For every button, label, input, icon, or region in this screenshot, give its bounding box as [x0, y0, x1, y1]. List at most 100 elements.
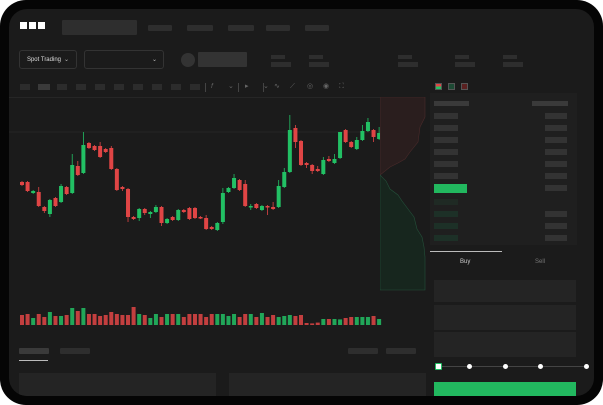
timeframe-button[interactable]	[76, 84, 86, 90]
candle-body	[349, 142, 354, 147]
nav-item[interactable]	[305, 25, 329, 31]
orderbook-both-icon[interactable]	[435, 83, 442, 90]
camera-icon[interactable]: ◎	[307, 83, 314, 90]
slider-stop[interactable]	[467, 364, 472, 369]
settings-icon[interactable]: ◉	[323, 83, 330, 90]
bid-amount	[545, 223, 567, 229]
slider-stop[interactable]	[538, 364, 543, 369]
volume-bar	[153, 314, 158, 325]
volume-bar	[237, 317, 242, 325]
toolbar-separator	[263, 83, 264, 92]
slider-stop[interactable]	[503, 364, 508, 369]
candle-body	[326, 159, 331, 161]
volume-bar	[326, 319, 331, 325]
pair-selector-dropdown[interactable]: ⌄	[84, 50, 164, 69]
bid-amount	[545, 235, 567, 241]
nav-item[interactable]	[187, 25, 213, 31]
timeframe-button[interactable]	[20, 84, 30, 90]
volume-bar	[137, 314, 142, 325]
ruler-icon[interactable]: ⟋	[290, 83, 295, 90]
slider-handle[interactable]	[435, 363, 442, 370]
volume-bar	[75, 311, 80, 325]
candle-body	[282, 172, 287, 187]
nav-item[interactable]	[266, 25, 290, 31]
candle-body	[148, 212, 153, 214]
candle-body	[271, 207, 276, 209]
ticker-stat-label	[398, 55, 412, 59]
search-bar[interactable]	[62, 20, 137, 35]
volume-bar	[360, 317, 365, 325]
tab-buy[interactable]: Buy	[460, 259, 471, 265]
timeframe-button[interactable]	[171, 84, 181, 90]
candle-body	[31, 191, 36, 193]
line-icon[interactable]: ∿	[274, 83, 280, 90]
candle-body	[131, 217, 136, 219]
amount-input[interactable]	[434, 305, 576, 330]
fullscreen-icon[interactable]: ⛶	[339, 83, 344, 90]
volume-bar	[70, 308, 75, 325]
candle-body	[198, 217, 203, 219]
volume-bar	[31, 318, 36, 325]
price-input[interactable]	[434, 280, 576, 302]
timeframe-button[interactable]	[133, 84, 143, 90]
spot-trading-dropdown[interactable]: Spot Trading ⌄	[19, 50, 77, 69]
ticker-stat-label	[309, 55, 323, 59]
ask-amount	[545, 137, 567, 143]
orders-panel	[229, 373, 426, 396]
volume-bar	[338, 319, 343, 325]
volume-bar	[181, 317, 186, 325]
volume-bar	[293, 316, 298, 325]
drawing-icon[interactable]: ▸	[245, 83, 249, 90]
volume-bar	[271, 315, 276, 325]
volume-bar	[371, 316, 376, 325]
volume-bar	[282, 316, 287, 325]
volume-bar	[204, 317, 209, 325]
candlestick-chart[interactable]	[9, 89, 429, 339]
tab-order-history[interactable]	[60, 348, 90, 354]
candle-body	[299, 141, 303, 165]
volume-bar	[131, 307, 136, 325]
amount-slider[interactable]	[439, 366, 587, 367]
app-screen: Spot Trading ⌄ ⌄ 𝑓 ⌄ ▸ ⌄ ∿ ⟋ ◎ ◉ ⛶	[9, 9, 594, 396]
timeframe-button[interactable]	[114, 84, 124, 90]
candle-body	[59, 186, 64, 202]
last-price[interactable]	[434, 184, 467, 193]
toolbar-separator	[205, 83, 206, 92]
nav-item[interactable]	[228, 25, 254, 31]
buy-button[interactable]	[434, 382, 576, 396]
volume-bar	[20, 315, 24, 325]
filter-button[interactable]	[386, 348, 416, 354]
orderbook-view-toggles	[435, 83, 468, 90]
candle-body	[287, 130, 292, 172]
orderbook-bids-icon[interactable]	[448, 83, 455, 90]
timeframe-button[interactable]	[152, 84, 162, 90]
ask-price	[434, 149, 458, 155]
timeframe-button[interactable]	[190, 84, 200, 90]
volume-bar	[192, 314, 197, 325]
tab-open-orders[interactable]	[19, 348, 49, 354]
indicator-icon[interactable]: 𝑓	[211, 83, 214, 90]
orderbook-asks-icon[interactable]	[461, 83, 468, 90]
tab-sell[interactable]: Sell	[535, 259, 546, 265]
chevron-down-icon[interactable]: ⌄	[263, 83, 269, 90]
candle-body	[142, 209, 147, 213]
candle-body	[204, 218, 209, 229]
timeframe-button[interactable]	[95, 84, 105, 90]
okx-logo[interactable]	[20, 22, 45, 29]
chevron-down-icon[interactable]: ⌄	[228, 83, 234, 90]
filter-button[interactable]	[348, 348, 378, 354]
total-input[interactable]	[434, 332, 576, 357]
volume-bar	[187, 314, 192, 325]
ticker-stat-value	[309, 62, 329, 67]
candle-body	[137, 209, 142, 218]
volume-bar	[59, 316, 64, 325]
candle-body	[109, 148, 114, 169]
slider-stop[interactable]	[584, 364, 589, 369]
ask-price	[434, 113, 458, 119]
timeframe-button[interactable]	[38, 84, 50, 90]
timeframe-button[interactable]	[57, 84, 67, 90]
nav-item[interactable]	[148, 25, 172, 31]
active-tab-indicator	[430, 251, 502, 252]
bid-amount	[545, 211, 567, 217]
